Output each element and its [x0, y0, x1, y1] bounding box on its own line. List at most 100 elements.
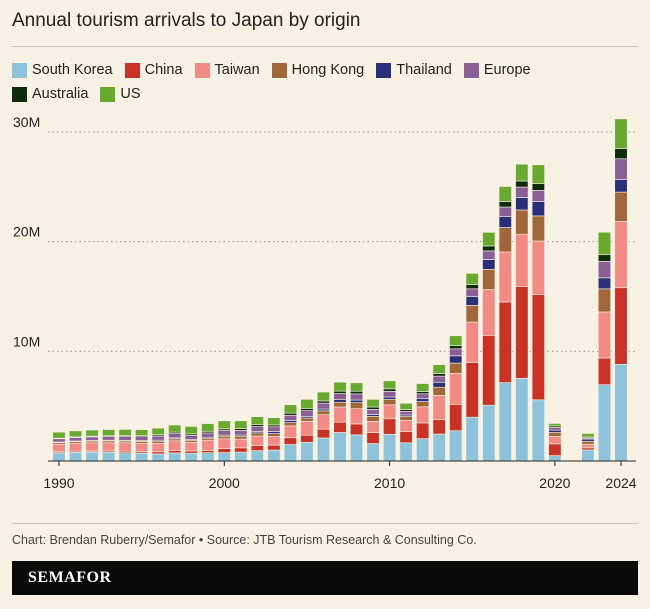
bar-europe-2024: [614, 158, 628, 180]
legend-swatch: [271, 62, 287, 78]
legend-item-hong-kong: Hong Kong: [271, 62, 365, 78]
bar-south-korea-2020: [548, 455, 562, 462]
bar-europe-1997: [168, 433, 182, 439]
bar-south-korea-2018: [515, 378, 529, 462]
bar-europe-1998: [184, 435, 198, 440]
bar-hong-kong-1996: [151, 440, 165, 444]
legend-swatch: [12, 62, 27, 78]
footer-divider: [12, 523, 638, 524]
bar-taiwan-2008: [349, 408, 364, 425]
bar-south-korea-1996: [151, 453, 165, 462]
legend-item-china: China: [124, 62, 183, 78]
bar-australia-2004: [283, 412, 297, 416]
x-tick-label: 1990: [43, 475, 74, 491]
bar-taiwan-1999: [201, 439, 215, 451]
x-tick-label: 2020: [539, 475, 570, 491]
bar-south-korea-2001: [234, 451, 248, 462]
x-tick-label: 2010: [374, 475, 405, 491]
bar-us-2016: [482, 232, 496, 247]
bar-thailand-2010: [383, 396, 397, 400]
bar-australia-2007: [333, 390, 347, 394]
bar-australia-2008: [349, 390, 364, 395]
bar-us-2006: [316, 391, 331, 402]
bar-europe-2003: [267, 426, 281, 432]
bar-south-korea-1997: [168, 452, 182, 462]
chart-credit: Chart: Brendan Ruberry/Semafor • Source:…: [12, 533, 477, 547]
bar-us-1995: [135, 429, 149, 436]
bar-australia-2015: [465, 284, 479, 290]
bar-us-2013: [432, 364, 446, 374]
bar-europe-2008: [349, 393, 364, 401]
bar-thailand-2016: [482, 259, 496, 270]
bar-hong-kong-2011: [399, 416, 413, 421]
bar-australia-2009: [366, 406, 380, 410]
bar-thailand-2024: [614, 179, 628, 193]
bar-taiwan-1996: [151, 442, 165, 453]
bar-south-korea-2016: [482, 404, 496, 462]
bar-south-korea-2024: [614, 363, 628, 462]
bar-china-2020: [548, 443, 562, 456]
bar-taiwan-2018: [515, 233, 529, 287]
bar-europe-2001: [234, 429, 248, 436]
bar-south-korea-1992: [85, 451, 99, 462]
legend-swatch: [463, 62, 479, 78]
legend-item-thailand: Thailand: [376, 62, 452, 78]
bar-south-korea-2006: [316, 437, 331, 462]
legend-item-australia: Australia: [12, 86, 88, 102]
bar-europe-2005: [300, 410, 314, 417]
legend-label: US: [120, 86, 141, 102]
bar-thailand-2022: [581, 438, 595, 442]
bar-thailand-2023: [597, 277, 612, 290]
bar-europe-2004: [283, 414, 297, 421]
bar-taiwan-2006: [316, 414, 331, 430]
bar-thailand-2019: [531, 201, 545, 217]
bar-hong-kong-2016: [482, 269, 496, 290]
y-tick-label: 30M: [13, 114, 40, 130]
bar-taiwan-2019: [531, 240, 545, 295]
bar-south-korea-2003: [267, 449, 281, 462]
legend-label: China: [144, 62, 183, 78]
bar-hong-kong-2004: [283, 422, 297, 427]
bar-us-2012: [416, 383, 430, 392]
legend-label: Hong Kong: [291, 62, 365, 78]
bar-hong-kong-2015: [465, 305, 479, 323]
bar-australia-2016: [482, 245, 496, 252]
bar-hong-kong-2013: [432, 386, 446, 396]
bar-south-korea-2005: [300, 442, 314, 462]
bar-taiwan-1990: [52, 443, 66, 453]
bar-europe-2002: [250, 426, 264, 432]
bar-hong-kong-2007: [333, 401, 347, 408]
bar-us-2004: [283, 404, 297, 414]
bar-china-2023: [597, 357, 612, 385]
bar-us-2018: [515, 163, 529, 182]
bar-taiwan-2009: [366, 420, 380, 433]
legend-label: South Korea: [32, 62, 113, 78]
bar-australia-2023: [597, 254, 612, 262]
x-tick-label: 2000: [209, 475, 240, 491]
bar-taiwan-2002: [250, 435, 264, 446]
bar-thailand-2018: [515, 197, 529, 211]
bar-china-2017: [498, 301, 512, 383]
bar-australia-2019: [531, 183, 545, 191]
bar-europe-1995: [135, 436, 149, 441]
bar-thailand-2015: [465, 296, 479, 306]
bar-thailand-2017: [498, 216, 512, 228]
bar-china-1999: [201, 450, 215, 453]
bar-hong-kong-2018: [515, 209, 529, 235]
bar-taiwan-2024: [614, 221, 628, 289]
bar-europe-2017: [498, 206, 512, 217]
bar-south-korea-2000: [217, 452, 231, 462]
bar-china-2019: [531, 294, 545, 401]
bar-china-2007: [333, 421, 347, 433]
bar-us-1998: [184, 426, 198, 435]
bar-china-2022: [581, 447, 595, 451]
bar-south-korea-1990: [52, 452, 66, 462]
bar-taiwan-1994: [118, 442, 132, 452]
bar-china-2018: [515, 286, 529, 379]
bar-south-korea-1999: [201, 452, 215, 462]
bar-us-2002: [250, 416, 264, 426]
bar-south-korea-1995: [135, 452, 149, 462]
bar-us-2024: [614, 118, 628, 149]
bar-europe-2013: [432, 375, 446, 383]
bar-china-2008: [349, 423, 364, 436]
